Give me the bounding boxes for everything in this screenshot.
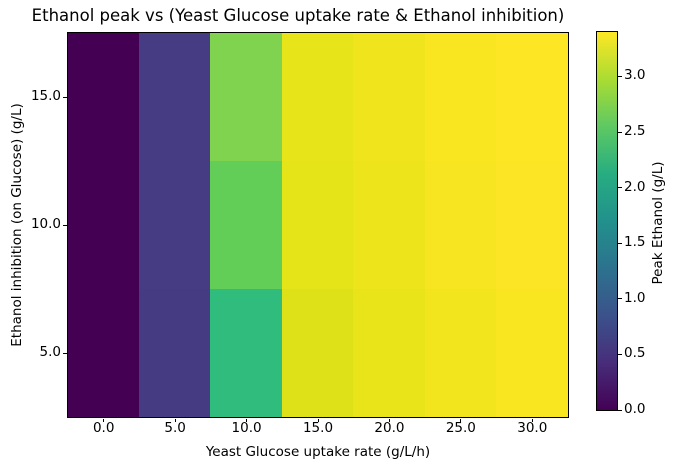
x-tick-label-3: 15.0 <box>302 420 334 436</box>
heatmap-cell-x20-y5 <box>353 288 425 417</box>
colorbar-tick-label-1: 0.5 <box>624 345 646 362</box>
y-tick-mark-0 <box>63 96 67 98</box>
heatmap-cell-x20-y15 <box>353 32 425 161</box>
x-tick-label-1: 5.0 <box>164 420 186 436</box>
heatmap-cell-x25-y10 <box>424 160 497 289</box>
heatmap-cell-x30-y15 <box>496 32 568 161</box>
heatmap-cell-x20-y10 <box>353 160 425 289</box>
y-axis-label: Ethanol inhibition (on Glucose) (g/L) <box>9 103 25 347</box>
y-tick-label-1: 10.0 <box>30 216 61 233</box>
heatmap-cell-x5-y5 <box>138 288 211 417</box>
heatmap-plot <box>66 31 569 418</box>
heatmap-cell-x15-y5 <box>281 288 354 417</box>
heatmap-cell-x5-y10 <box>138 160 211 289</box>
colorbar <box>596 31 618 411</box>
heatmap-cell-x0-y15 <box>67 32 139 161</box>
colorbar-tick-label-3: 1.5 <box>624 234 646 251</box>
heatmap-cell-x5-y15 <box>138 32 211 161</box>
y-tick-label-2: 5.0 <box>39 344 61 361</box>
chart-title: Ethanol peak vs (Yeast Glucose uptake ra… <box>31 6 565 25</box>
colorbar-tick-label-4: 2.0 <box>624 178 646 195</box>
colorbar-tick-label-0: 0.0 <box>624 401 646 418</box>
heatmap-cell-x10-y5 <box>210 288 282 417</box>
x-tick-mark-5 <box>460 418 462 422</box>
colorbar-tick-label-2: 1.0 <box>624 290 646 307</box>
heatmap-cell-x25-y15 <box>424 32 497 161</box>
colorbar-tick-mark-6 <box>618 75 622 77</box>
x-tick-label-2: 10.0 <box>231 420 262 436</box>
heatmap-cell-x10-y10 <box>210 160 282 289</box>
heatmap-cell-x10-y15 <box>210 32 282 161</box>
colorbar-tick-mark-4 <box>618 187 622 189</box>
colorbar-gradient <box>597 32 617 410</box>
colorbar-tick-mark-1 <box>618 353 622 355</box>
heatmap-cell-x15-y15 <box>281 32 354 161</box>
heatmap-cell-x25-y5 <box>424 288 497 417</box>
colorbar-tick-mark-0 <box>618 409 622 411</box>
heatmap-cell-x15-y10 <box>281 160 354 289</box>
x-tick-mark-6 <box>531 418 533 422</box>
colorbar-tick-mark-3 <box>618 242 622 244</box>
x-tick-label-4: 20.0 <box>374 420 405 436</box>
heatmap-cell-x30-y5 <box>496 288 568 417</box>
heatmap-cell-x0-y10 <box>67 160 139 289</box>
x-tick-mark-1 <box>174 418 176 422</box>
x-tick-label-0: 0.0 <box>92 420 115 436</box>
x-tick-label-6: 30.0 <box>517 420 548 436</box>
colorbar-label: Peak Ethanol (g/L) <box>650 161 666 285</box>
x-tick-mark-2 <box>246 418 248 422</box>
colorbar-tick-mark-5 <box>618 131 622 133</box>
x-tick-label-5: 25.0 <box>445 420 476 436</box>
y-tick-label-0: 15.0 <box>30 88 61 105</box>
y-tick-mark-2 <box>63 352 67 354</box>
heatmap-cell-x30-y10 <box>496 160 568 289</box>
heatmap-cell-x0-y5 <box>67 288 139 417</box>
x-axis-label: Yeast Glucose uptake rate (g/L/h) <box>205 444 431 460</box>
colorbar-tick-label-6: 3.0 <box>624 67 646 84</box>
x-tick-mark-4 <box>388 418 390 422</box>
y-tick-mark-1 <box>63 224 67 226</box>
x-tick-mark-0 <box>103 418 105 422</box>
colorbar-tick-label-5: 2.5 <box>624 123 646 140</box>
x-tick-mark-3 <box>317 418 319 422</box>
colorbar-tick-mark-2 <box>618 298 622 300</box>
